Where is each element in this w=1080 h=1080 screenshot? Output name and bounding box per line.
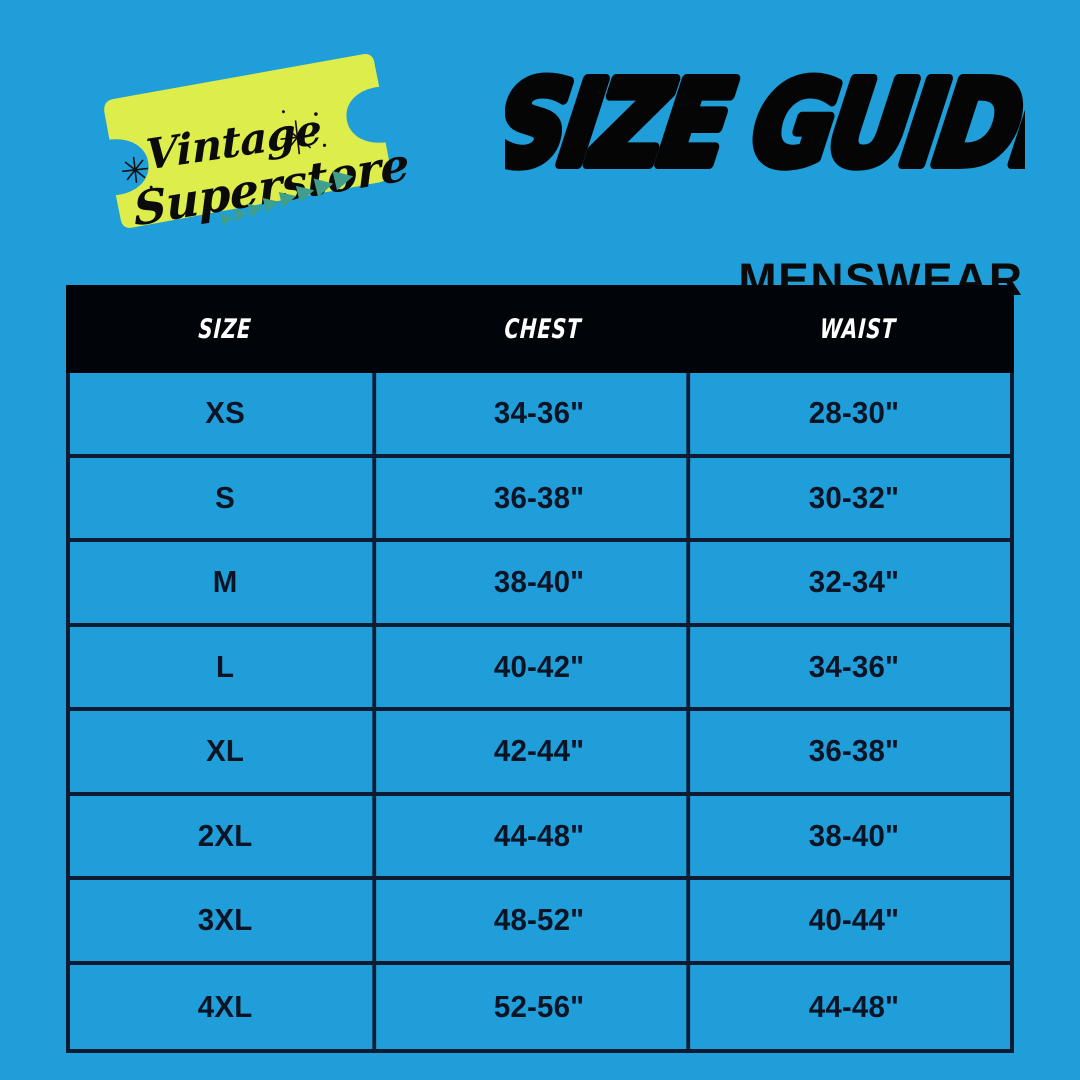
cell-size: S — [78, 457, 377, 538]
cell-size: M — [78, 542, 377, 623]
table-row: XL 42-44" 36-38" — [70, 711, 1010, 796]
cell-size: L — [78, 626, 377, 707]
cell-size: 2XL — [78, 795, 377, 876]
cell-size: 4XL — [78, 964, 377, 1049]
cell-chest: 48-52" — [392, 880, 691, 961]
cell-waist: 32-34" — [808, 564, 900, 600]
table-row: M 38-40" 32-34" — [70, 542, 1010, 627]
table-row: 2XL 44-48" 38-40" — [70, 795, 1010, 880]
cell-chest: 36-38" — [392, 457, 691, 538]
column-header-chest: CHEST — [503, 313, 583, 345]
cell-chest: 44-48" — [392, 795, 691, 876]
table-row: XS 34-36" 28-30" — [70, 373, 1010, 458]
cell-chest: 40-42" — [392, 626, 691, 707]
cell-size: XS — [78, 373, 377, 454]
cell-size: XL — [78, 711, 377, 792]
cell-waist: 40-44" — [808, 902, 900, 938]
table-header-row: SIZE CHEST WAIST — [66, 285, 1014, 373]
title-block: SIZE GUIDE MENSWEAR — [505, 52, 1025, 302]
cell-waist: 34-36" — [808, 648, 900, 684]
column-header-size: SIZE — [197, 313, 253, 345]
brand-logo: Vintage Superstore — [92, 44, 410, 264]
cell-chest: 38-40" — [392, 542, 691, 623]
cell-waist: 38-40" — [808, 817, 900, 853]
cell-chest: 42-44" — [392, 711, 691, 792]
logo-text-layer: Vintage Superstore — [81, 27, 416, 281]
page-title-text: SIZE GUIDE — [505, 56, 1025, 182]
page-title: SIZE GUIDE — [505, 52, 1025, 182]
cell-waist: 36-38" — [808, 733, 900, 769]
table-row: 3XL 48-52" 40-44" — [70, 880, 1010, 965]
column-header-waist: WAIST — [819, 313, 897, 345]
cell-waist: 44-48" — [808, 988, 900, 1024]
table-row: L 40-42" 34-36" — [70, 626, 1010, 711]
cell-chest: 52-56" — [392, 964, 691, 1049]
cell-waist: 30-32" — [808, 479, 900, 515]
cell-size: 3XL — [78, 880, 377, 961]
logo-arrow-ribbon-icon — [220, 170, 354, 226]
table-row: S 36-38" 30-32" — [70, 457, 1010, 542]
logo-sparkle-icons — [122, 110, 327, 189]
size-chart-table: SIZE CHEST WAIST XS 34-36" 28-30" S 36-3… — [66, 285, 1014, 1053]
table-row: 4XL 52-56" 44-48" — [70, 964, 1010, 1049]
table-body: XS 34-36" 28-30" S 36-38" 30-32" M 38-40… — [70, 373, 1010, 1049]
cell-waist: 28-30" — [808, 395, 900, 431]
cell-chest: 34-36" — [392, 373, 691, 454]
